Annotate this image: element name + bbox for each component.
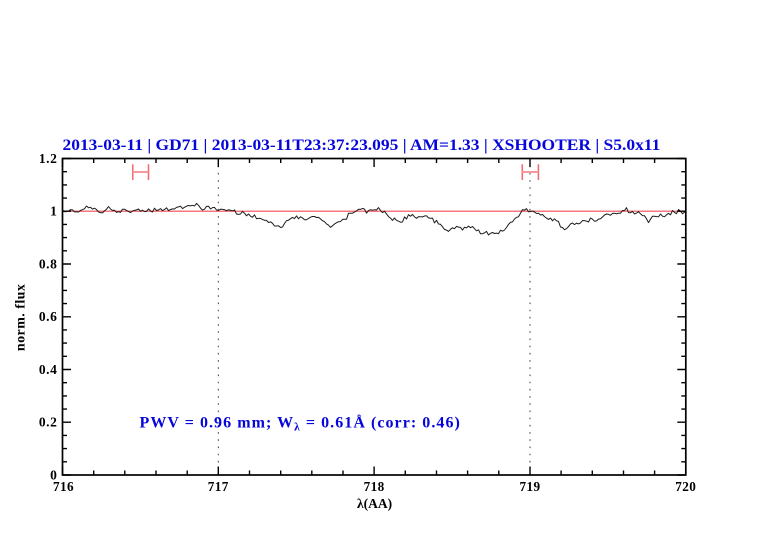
- svg-text:0.2: 0.2: [39, 415, 58, 430]
- svg-text:1.2: 1.2: [39, 151, 58, 166]
- svg-text:716: 716: [53, 479, 74, 494]
- svg-text:717: 717: [208, 479, 229, 494]
- svg-text:0.6: 0.6: [39, 309, 58, 324]
- svg-text:0: 0: [50, 467, 57, 482]
- svg-text:λ(AA): λ(AA): [357, 496, 392, 511]
- svg-text:norm. flux: norm. flux: [13, 284, 28, 352]
- svg-text:719: 719: [520, 479, 541, 494]
- svg-text:1: 1: [50, 204, 57, 219]
- svg-text:720: 720: [675, 479, 696, 494]
- svg-text:718: 718: [364, 479, 385, 494]
- svg-text:2013-03-11 | GD71 | 2013-03-11: 2013-03-11 | GD71 | 2013-03-11T23:37:23.…: [63, 137, 661, 154]
- svg-text:0.4: 0.4: [39, 362, 58, 377]
- svg-text:PWV = 0.96 mm; Wλ = 0.61Å (cor: PWV = 0.96 mm; Wλ = 0.61Å (corr: 0.46): [140, 414, 461, 434]
- svg-text:0.8: 0.8: [39, 256, 58, 271]
